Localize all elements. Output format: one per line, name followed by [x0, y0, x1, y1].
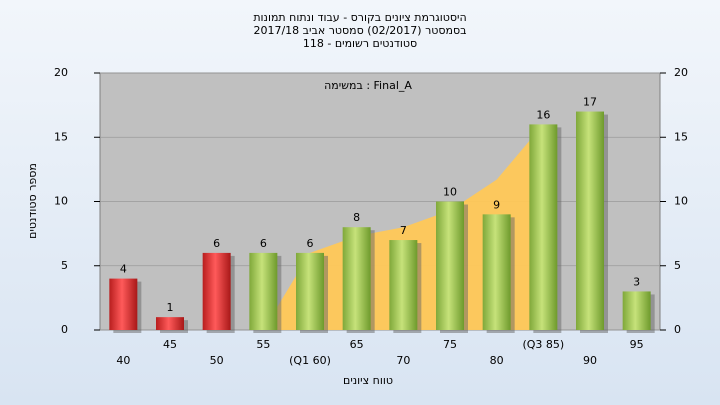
annotation: במשימה : Final_A — [324, 79, 412, 92]
x-tick-label: 75 — [443, 338, 457, 351]
area — [263, 124, 544, 331]
y2-tick-label: 10 — [674, 195, 688, 208]
value-label: 7 — [400, 224, 407, 237]
y-tick-label: 10 — [54, 195, 68, 208]
y-tick-label: 0 — [61, 323, 68, 336]
value-label: 8 — [353, 211, 360, 224]
y-tick-label: 15 — [54, 130, 68, 143]
y2-tick-label: 15 — [674, 130, 688, 143]
bar — [296, 252, 324, 330]
x-tick-label: 45 — [163, 338, 177, 351]
value-label: 4 — [120, 263, 127, 276]
value-label: 10 — [443, 186, 457, 199]
value-label: 3 — [633, 275, 640, 288]
value-label: 6 — [307, 237, 314, 250]
y-tick-label: 20 — [54, 66, 68, 79]
bar — [622, 291, 651, 330]
x-tick-label: 55 — [256, 338, 270, 351]
value-label: 6 — [260, 237, 267, 250]
bar — [576, 111, 604, 330]
bar — [529, 124, 558, 331]
x-tick-label: 40 — [116, 354, 130, 367]
chart-title: היסטוגרמת ציונים בקורס - עבוד ונתוח תמונ… — [253, 11, 466, 24]
chart-title: בסמסטר (02/2017) סמסטר אביב 2017/18 — [253, 24, 466, 37]
x-tick-label: (Q3 85) — [522, 338, 564, 351]
x-tick-label: 70 — [396, 354, 410, 367]
bar — [342, 227, 371, 330]
x-tick-label: (Q1 60) — [289, 354, 331, 367]
bar — [202, 252, 231, 330]
y2-tick-label: 0 — [674, 323, 681, 336]
value-label: 16 — [536, 108, 550, 121]
x-tick-label: 80 — [490, 354, 504, 367]
y-tick-label: 5 — [61, 259, 68, 272]
bar — [249, 252, 278, 330]
chart-title: סטודנטים רשומים - 118 — [303, 37, 417, 50]
bar — [156, 317, 184, 330]
bar — [109, 278, 138, 330]
x-tick-label: 95 — [630, 338, 644, 351]
value-label: 1 — [167, 301, 174, 314]
bar — [482, 214, 511, 330]
x-axis-label: טווח ציונים — [343, 374, 393, 387]
x-tick-label: 65 — [350, 338, 364, 351]
x-tick-label: 90 — [583, 354, 597, 367]
bar — [389, 240, 418, 330]
bar — [436, 201, 464, 330]
y2-tick-label: 20 — [674, 66, 688, 79]
y-axis-label: מספר סטודנטים — [26, 163, 39, 239]
x-tick-label: 50 — [210, 354, 224, 367]
value-label: 6 — [213, 237, 220, 250]
value-label: 17 — [583, 96, 597, 109]
y2-tick-label: 5 — [674, 259, 681, 272]
value-label: 9 — [493, 198, 500, 211]
